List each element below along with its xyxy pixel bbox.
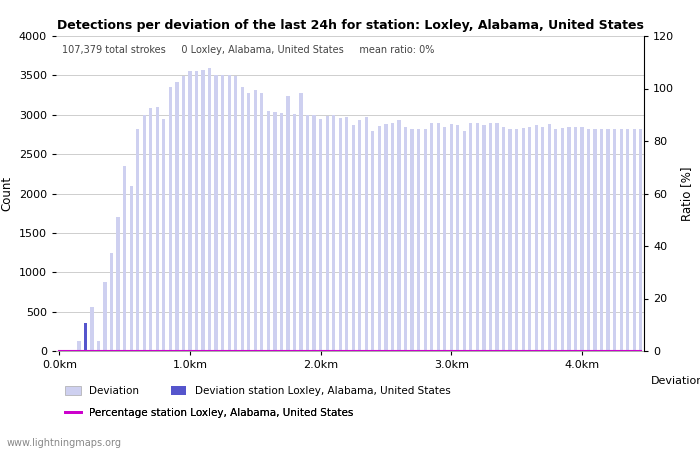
Bar xyxy=(286,96,290,351)
Bar xyxy=(306,115,309,351)
Bar xyxy=(489,122,492,351)
Legend: Percentage station Loxley, Alabama, United States: Percentage station Loxley, Alabama, Unit… xyxy=(61,404,358,422)
Bar xyxy=(162,119,165,351)
Bar xyxy=(541,126,545,351)
Bar xyxy=(580,126,584,351)
Bar xyxy=(319,119,322,351)
Bar xyxy=(351,125,355,351)
Bar xyxy=(365,117,368,351)
Bar xyxy=(293,114,296,351)
Bar xyxy=(378,126,381,351)
Bar xyxy=(130,186,133,351)
Bar xyxy=(398,120,400,351)
Bar xyxy=(214,75,218,351)
Bar xyxy=(443,126,447,351)
Bar xyxy=(175,82,178,351)
Bar xyxy=(312,115,316,351)
Bar xyxy=(84,323,87,351)
Bar xyxy=(339,118,342,351)
Title: Detections per deviation of the last 24h for station: Loxley, Alabama, United St: Detections per deviation of the last 24h… xyxy=(57,19,643,32)
Bar xyxy=(639,129,643,351)
Bar xyxy=(417,129,420,351)
Text: Deviations: Deviations xyxy=(651,376,700,386)
Bar xyxy=(574,126,577,351)
Bar xyxy=(508,129,512,351)
Bar xyxy=(253,90,257,351)
Bar xyxy=(600,129,603,351)
Bar xyxy=(463,130,466,351)
Bar xyxy=(554,129,557,351)
Bar xyxy=(182,76,185,351)
Bar xyxy=(169,87,172,351)
Bar xyxy=(280,113,283,351)
Bar xyxy=(502,126,505,351)
Bar xyxy=(482,125,486,351)
Bar xyxy=(424,129,427,351)
Bar xyxy=(626,129,629,351)
Bar xyxy=(476,122,479,351)
Bar xyxy=(241,87,244,351)
Bar xyxy=(155,107,159,351)
Bar xyxy=(97,341,100,351)
Bar xyxy=(515,129,518,351)
Bar xyxy=(410,129,414,351)
Bar xyxy=(547,124,551,351)
Bar xyxy=(195,72,198,351)
Bar xyxy=(345,117,349,351)
Bar xyxy=(77,341,80,351)
Bar xyxy=(456,125,459,351)
Bar xyxy=(587,129,590,351)
Bar xyxy=(300,93,302,351)
Bar xyxy=(136,129,139,351)
Bar xyxy=(384,124,388,351)
Bar xyxy=(143,115,146,351)
Bar xyxy=(449,124,453,351)
Bar xyxy=(116,217,120,351)
Text: 107,379 total strokes     0 Loxley, Alabama, United States     mean ratio: 0%: 107,379 total strokes 0 Loxley, Alabama,… xyxy=(62,45,434,55)
Bar xyxy=(267,111,270,351)
Bar xyxy=(535,125,538,351)
Bar xyxy=(522,128,525,351)
Bar xyxy=(371,130,374,351)
Bar xyxy=(104,283,106,351)
Bar xyxy=(430,123,433,351)
Bar xyxy=(633,129,636,351)
Bar xyxy=(326,116,329,351)
Bar xyxy=(613,129,616,351)
Bar xyxy=(260,93,263,351)
Bar xyxy=(358,120,361,351)
Bar xyxy=(437,122,440,351)
Y-axis label: Ratio [%]: Ratio [%] xyxy=(680,166,693,221)
Bar xyxy=(202,70,204,351)
Bar xyxy=(273,112,276,351)
Bar xyxy=(221,75,224,351)
Bar xyxy=(188,71,192,351)
Bar xyxy=(404,126,407,351)
Bar xyxy=(567,126,570,351)
Bar xyxy=(528,126,531,351)
Bar xyxy=(247,93,251,351)
Bar xyxy=(149,108,153,351)
Bar xyxy=(228,75,231,351)
Bar xyxy=(469,122,472,351)
Bar xyxy=(123,166,126,351)
Bar xyxy=(620,129,623,351)
Bar xyxy=(332,115,335,351)
Bar xyxy=(606,129,610,351)
Bar xyxy=(391,122,394,351)
Y-axis label: Count: Count xyxy=(0,176,13,211)
Bar xyxy=(110,252,113,351)
Bar xyxy=(208,68,211,351)
Text: www.lightningmaps.org: www.lightningmaps.org xyxy=(7,438,122,448)
Bar xyxy=(234,76,237,351)
Bar xyxy=(496,122,498,351)
Bar xyxy=(90,307,94,351)
Bar xyxy=(561,128,564,351)
Bar xyxy=(594,129,596,351)
Bar xyxy=(84,323,87,351)
